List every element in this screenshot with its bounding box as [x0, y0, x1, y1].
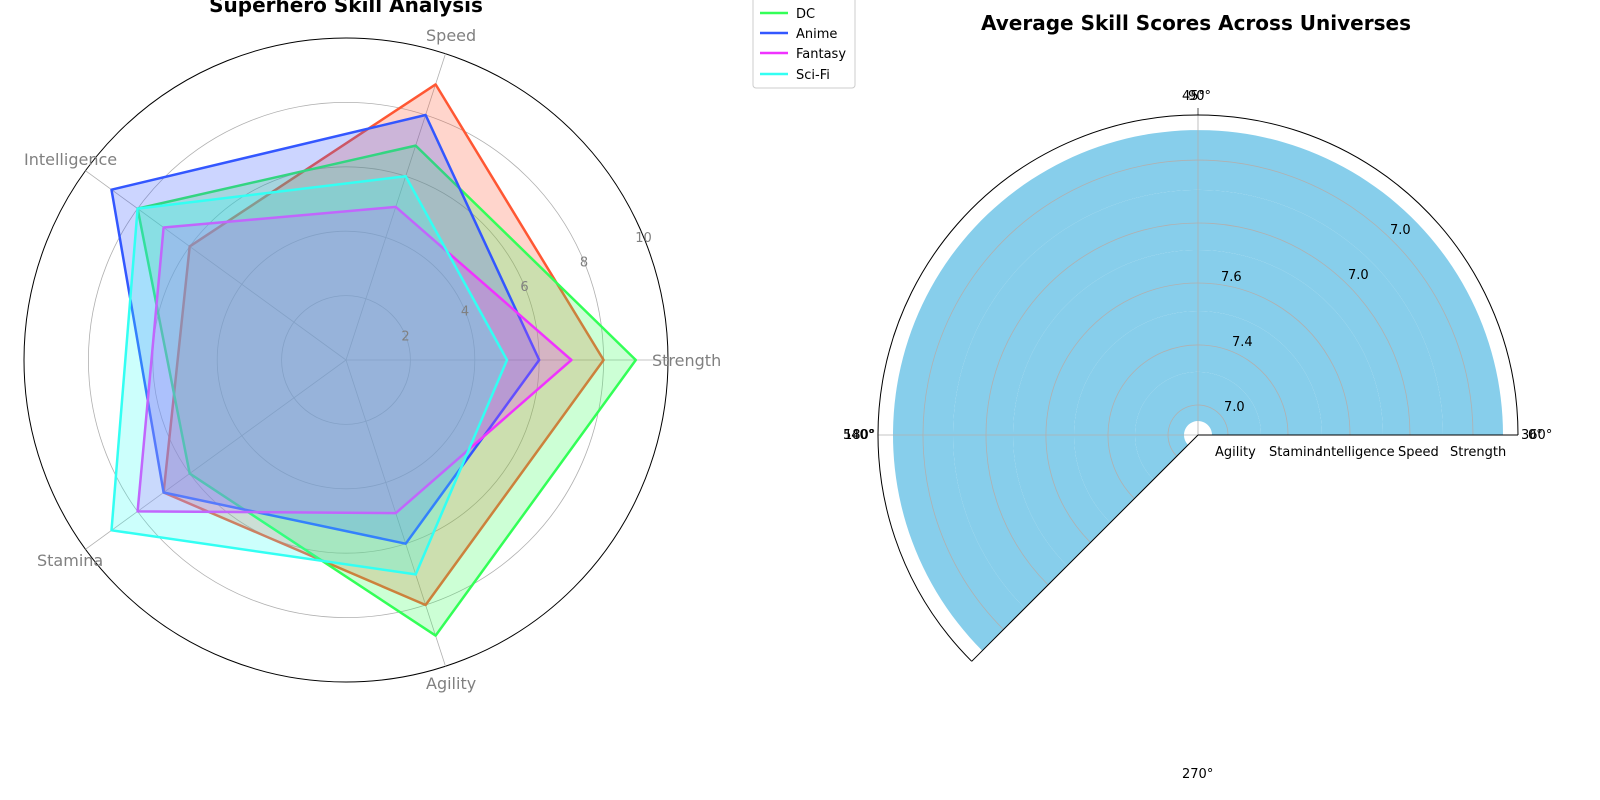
polar-category-labels: Strength Speed Intelligence Stamina Agil…	[1215, 445, 1506, 460]
polar-rtick-label: 7.0	[1224, 400, 1245, 415]
radar-rtick-label: 10	[635, 231, 652, 246]
polar-frame	[877, 114, 1519, 662]
polar-angle-label: 540°	[843, 428, 874, 443]
polar-category-label: Strength	[1450, 445, 1506, 460]
radar-axis-label-strength: Strength	[652, 351, 721, 370]
polar-grid-arc	[1107, 344, 1289, 499]
polar-angle-label: 0°	[1528, 428, 1543, 443]
polar-category-label: Agility	[1215, 445, 1256, 460]
radar-chart: 2 4 6 8 10 Strength Speed Intelligence Stami…	[23, 0, 721, 693]
polar-bar-speed	[953, 189, 1444, 609]
polar-outer-arc	[877, 114, 1519, 662]
polar-category-label: Stamina	[1269, 445, 1323, 460]
polar-grid-arc	[1167, 404, 1229, 457]
legend-label-dc: DC	[796, 7, 815, 22]
polar-bar-strength	[892, 130, 1503, 651]
polar-bar-intelligence	[1013, 249, 1383, 566]
polar-angle-label: 45°	[1182, 89, 1205, 104]
polar-grid-arc	[922, 159, 1474, 630]
radar-fill-sci-fi	[111, 176, 507, 575]
legend-label-anime: Anime	[796, 27, 837, 42]
polar-angle-label: 90°	[1188, 89, 1211, 104]
polar-frame-edge-end	[971, 434, 1199, 662]
radar-line-marvel	[162, 83, 605, 607]
polar-title: Average Skill Scores Across Universes	[981, 11, 1411, 35]
legend-entry-fantasy: Fantasy	[760, 47, 846, 62]
radar-radial-ticks: 2 4 6 8 10	[401, 231, 651, 345]
radar-line-dc	[136, 144, 638, 637]
legend-entry-anime: Anime	[760, 27, 837, 42]
legend-entry-scifi: Sci-Fi	[760, 68, 830, 83]
polar-grid-arc	[985, 222, 1411, 586]
polar-bar-stamina	[1073, 311, 1322, 523]
legend-label-scifi: Sci-Fi	[796, 68, 830, 83]
radar-axis-label-agility: Agility	[426, 674, 476, 693]
polar-category-label: Speed	[1398, 445, 1439, 460]
polar-grid-arc	[1045, 282, 1351, 543]
polar-rtick-label: 7.4	[1232, 335, 1253, 350]
radar-rtick-label: 6	[520, 280, 528, 295]
polar-angle-labels: 45° 90° 0° 360° 180° 540° 270°	[843, 89, 1552, 782]
radar-spoke	[85, 170, 347, 361]
polar-angle-label: 180°	[844, 428, 875, 443]
legend-frame	[752, 0, 856, 89]
radar-fill-fantasy	[137, 206, 572, 514]
polar-angle-label: 360°	[1521, 428, 1552, 443]
legend-label-fantasy: Fantasy	[796, 47, 846, 62]
radar-rtick-label: 2	[401, 329, 409, 344]
radar-axis-label-intelligence: Intelligence	[24, 150, 117, 169]
radar-axis-label-stamina: Stamina	[37, 551, 103, 570]
polar-category-label: Intelligence	[1319, 445, 1395, 460]
polar-rtick-label: 7.0	[1348, 268, 1369, 283]
legend: DC Anime Fantasy Sci-Fi	[752, 0, 856, 89]
radar-line-fantasy	[136, 205, 573, 515]
polar-angle-label: 270°	[1182, 767, 1213, 782]
radar-title: Superhero Skill Analysis	[209, 0, 483, 17]
radar-axis-labels: Strength Speed Intelligence Stamina Agil…	[24, 26, 721, 693]
polar-rtick-label: 7.0	[1390, 223, 1411, 238]
radar-spoke	[85, 359, 347, 550]
radar-axis-label-speed: Speed	[426, 26, 476, 45]
radar-line-sci-fi	[110, 175, 509, 576]
polar-bar-agility	[1135, 371, 1262, 480]
polar-radial-tick-labels: 7.0 7.4 7.6 7.0 7.0	[1221, 223, 1411, 415]
polar-bars	[892, 130, 1503, 651]
radar-rtick-label: 8	[580, 255, 588, 270]
radar-rtick-label: 4	[461, 305, 469, 320]
polar-rtick-label: 7.6	[1221, 270, 1242, 285]
radar-line-anime	[110, 113, 541, 545]
radar-series-group	[110, 83, 638, 637]
legend-entry-dc: DC	[760, 7, 815, 22]
polar-bar-chart: 7.0 7.4 7.6 7.0 7.0 Strength Speed Intel…	[843, 11, 1552, 782]
radar-fill-marvel	[163, 84, 604, 605]
